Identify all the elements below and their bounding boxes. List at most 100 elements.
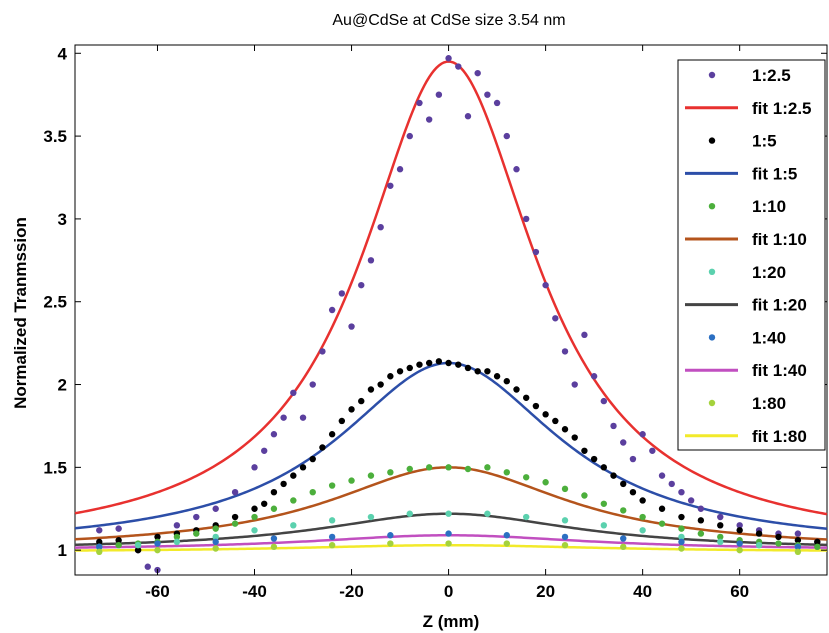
y-tick-label: 2.5	[43, 293, 67, 312]
data-point-1-10	[581, 492, 588, 499]
data-point-1-5	[455, 361, 462, 368]
data-point-1-2-5	[435, 91, 443, 98]
data-point-1-2-5	[542, 281, 549, 289]
y-tick-label: 4	[58, 44, 68, 63]
data-point-1-40	[736, 540, 743, 547]
data-point-1-40	[328, 533, 336, 541]
data-point-1-10	[717, 533, 724, 541]
data-point-1-5	[319, 444, 326, 451]
legend-marker-1-20	[708, 268, 716, 275]
data-point-1-5	[590, 455, 598, 463]
data-point-1-2-5	[387, 182, 394, 189]
data-point-1-2-5	[639, 431, 646, 438]
data-point-1-10	[425, 464, 433, 471]
data-point-1-2-5	[280, 414, 287, 421]
legend-label-1-20: 1:20	[752, 263, 786, 282]
data-point-1-10	[387, 469, 394, 476]
data-point-1-20	[523, 513, 530, 521]
data-point-1-2-5	[464, 113, 472, 120]
data-point-1-5	[523, 394, 530, 401]
data-point-1-10	[542, 479, 549, 486]
y-axis-label: Normalized Tranmssion	[11, 217, 30, 409]
data-point-1-2-5	[319, 348, 326, 355]
data-markers	[96, 55, 821, 574]
x-tick-label: -40	[242, 582, 267, 601]
data-point-1-10	[445, 464, 452, 471]
data-point-1-5	[270, 488, 278, 496]
data-point-1-40	[445, 530, 452, 537]
data-point-1-2-5	[299, 414, 307, 421]
data-point-1-40	[212, 538, 219, 546]
data-point-1-2-5	[290, 389, 297, 397]
data-point-1-10	[503, 469, 510, 476]
data-point-1-5	[755, 530, 763, 537]
x-tick-label: 40	[633, 582, 652, 601]
data-point-1-5	[571, 434, 578, 441]
data-point-1-5	[309, 455, 316, 463]
legend: 1:2.5 fit 1:2.5 1:5 fit 1:5 1:10 fit 1:10 1:20…	[677, 59, 826, 451]
data-point-1-20	[678, 533, 685, 541]
legend-label-fit-1-5: fit 1:5	[752, 164, 797, 183]
data-point-1-10	[678, 525, 685, 532]
data-point-1-2-5	[309, 381, 316, 388]
legend-marker-1-10	[708, 203, 716, 210]
y-tick-label: 2	[58, 376, 67, 395]
y-tick-label: 3.5	[43, 127, 67, 146]
data-point-1-20	[367, 513, 375, 521]
data-point-1-40	[561, 533, 569, 541]
data-point-1-2-5	[270, 431, 278, 438]
data-point-1-80	[212, 545, 219, 552]
data-point-1-5	[620, 480, 627, 488]
data-point-1-20	[173, 538, 181, 546]
data-point-1-5	[154, 533, 161, 541]
data-point-1-10	[309, 488, 316, 496]
data-point-1-5	[425, 359, 433, 367]
data-point-1-5	[814, 538, 821, 546]
data-point-1-80	[620, 543, 627, 551]
data-point-1-80	[96, 548, 103, 556]
data-point-1-5	[542, 411, 549, 418]
axes: -60 -40 -20 0 20 40 60 1 1.5 2 2.5 3 3.5 4	[43, 44, 827, 601]
legend-label-1-2-5: 1:2.5	[752, 66, 791, 85]
data-point-1-2-5	[532, 248, 540, 256]
data-point-1-10	[173, 533, 181, 541]
data-point-1-10	[328, 482, 336, 489]
legend-label-1-80: 1:80	[752, 394, 786, 413]
data-point-1-2-5	[115, 525, 122, 532]
data-point-1-2-5	[590, 373, 598, 380]
data-point-1-2-5	[629, 455, 637, 463]
data-point-1-5	[231, 513, 239, 521]
legend-marker-1-40	[708, 334, 716, 341]
data-point-1-2-5	[523, 215, 530, 223]
data-point-1-5	[348, 406, 355, 413]
y-tick-label: 3	[58, 210, 67, 229]
data-point-1-2-5	[474, 69, 481, 77]
data-point-1-10	[367, 472, 375, 479]
data-point-1-40	[503, 532, 510, 539]
legend-box	[677, 59, 826, 451]
data-point-1-5	[406, 364, 413, 372]
data-point-1-5	[794, 537, 802, 544]
data-point-1-40	[794, 543, 802, 551]
data-point-1-2-5	[445, 55, 452, 62]
data-point-1-10	[348, 477, 355, 484]
legend-label-1-5: 1:5	[752, 132, 777, 151]
data-point-1-40	[154, 540, 161, 547]
data-point-1-5	[629, 488, 637, 496]
data-point-1-5	[338, 417, 346, 425]
data-point-1-5	[503, 378, 510, 385]
data-point-1-80	[270, 543, 278, 551]
data-point-1-2-5	[736, 522, 743, 529]
data-point-1-10	[561, 485, 569, 493]
data-point-1-5	[552, 417, 559, 425]
y-tick-label: 1	[58, 541, 67, 560]
data-point-1-5	[678, 513, 685, 521]
data-point-1-10	[290, 497, 297, 504]
data-point-1-20	[561, 517, 569, 524]
data-point-1-2-5	[678, 488, 685, 496]
data-point-1-10	[115, 541, 122, 549]
data-point-1-20	[406, 510, 413, 517]
data-point-1-5	[328, 431, 336, 438]
data-point-1-5	[445, 359, 452, 367]
